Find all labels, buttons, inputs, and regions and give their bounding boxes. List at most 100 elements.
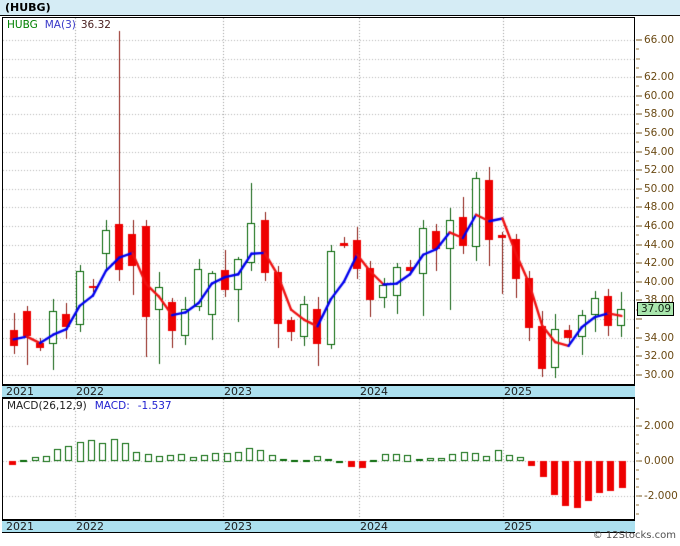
macd-axis-minor-tick <box>636 434 639 436</box>
price-axis-tick <box>636 169 642 171</box>
price-axis-label: 48.00 <box>644 201 675 214</box>
macd-axis-minor-tick <box>636 478 639 480</box>
macd-axis-minor-tick <box>636 408 639 410</box>
price-axis-tick <box>636 113 642 115</box>
macd-axis-tick <box>636 495 642 497</box>
legend-symbol: HUBG <box>7 19 38 31</box>
price-axis-minor-tick <box>636 160 639 162</box>
legend-macd-value: -1.537 <box>137 400 172 412</box>
price-axis-minor-tick <box>636 67 639 69</box>
year-axis-label: 2024 <box>360 520 388 533</box>
price-axis-minor-tick <box>636 197 639 199</box>
price-axis-tick <box>636 374 642 376</box>
price-axis-tick <box>636 188 642 190</box>
legend-macd-value-label: MACD: <box>94 400 130 412</box>
price-chart-legend: HUBG MA(3) 36.32 <box>7 19 111 31</box>
price-axis-minor-tick <box>636 216 639 218</box>
price-axis-tick <box>636 76 642 78</box>
price-axis-minor-tick <box>636 141 639 143</box>
price-axis-minor-tick <box>636 271 639 273</box>
macd-axis-minor-tick <box>636 452 639 454</box>
macd-axis-label: 0.000 <box>644 455 675 468</box>
macd-axis-minor-tick <box>636 425 639 427</box>
price-axis-minor-tick <box>636 234 639 236</box>
price-axis-tick <box>636 225 642 227</box>
price-axis-minor-tick <box>636 85 639 87</box>
year-axis-label: 2021 <box>6 385 34 398</box>
macd-year-axis: 2021 2022 2023 2024 2025 <box>2 520 635 533</box>
price-axis-label: 30.00 <box>644 368 675 381</box>
price-axis-tick <box>636 337 642 338</box>
price-axis-minor-tick <box>636 104 639 106</box>
price-axis-minor-tick <box>636 290 639 292</box>
price-axis-label: 32.00 <box>644 350 675 363</box>
macd-axis-minor-tick <box>636 504 639 506</box>
price-axis-label: 60.00 <box>644 89 675 102</box>
window-title-bar: (HUBG) <box>0 0 680 16</box>
year-axis-label: 2021 <box>6 520 34 533</box>
price-axis-minor-tick <box>636 346 639 348</box>
macd-axis-label: 2.000 <box>644 420 675 433</box>
price-axis-tick <box>636 39 642 41</box>
price-axis-minor-tick <box>636 123 639 125</box>
macd-axis-tick <box>636 425 642 427</box>
price-axis-label: 62.00 <box>644 71 675 84</box>
price-axis-tick <box>636 262 642 264</box>
price-axis-label: 54.00 <box>644 145 675 158</box>
price-axis-label: 42.00 <box>644 257 675 270</box>
price-axis-tick <box>636 244 642 246</box>
year-axis-label: 2024 <box>360 385 388 398</box>
price-chart-panel: HUBG MA(3) 36.32 <box>2 17 635 385</box>
macd-axis-minor-tick <box>636 495 639 497</box>
price-year-axis: 2021 2022 2023 2024 2025 <box>2 385 635 398</box>
price-axis-label: 44.00 <box>644 238 675 251</box>
macd-histogram-canvas <box>3 399 634 519</box>
legend-macd-indicator: MACD(26,12,9) <box>7 400 87 412</box>
macd-axis-label: -2.000 <box>644 490 678 503</box>
price-axis-tick <box>636 318 642 320</box>
legend-ma-value: 36.32 <box>80 19 111 31</box>
page-title: (HUBG) <box>5 1 51 14</box>
year-axis-label: 2022 <box>76 520 104 533</box>
price-axis-minor-tick <box>636 327 639 329</box>
price-axis-label: 46.00 <box>644 219 675 232</box>
macd-axis-minor-tick <box>636 469 639 471</box>
price-axis-minor-tick <box>636 253 639 255</box>
year-axis-label: 2023 <box>224 385 252 398</box>
macd-axis-minor-tick <box>636 513 639 515</box>
macd-axis-minor-tick <box>636 417 639 419</box>
macd-axis-minor-tick <box>636 460 639 462</box>
macd-axis-minor-tick <box>636 486 639 488</box>
macd-chart-panel: MACD(26,12,9) MACD: -1.537 <box>2 398 635 520</box>
macd-axis-minor-tick <box>636 443 639 445</box>
price-axis-tick <box>636 132 642 134</box>
year-axis-label: 2025 <box>504 385 532 398</box>
price-candlestick-canvas <box>3 18 634 384</box>
legend-ma-label: MA(3) <box>44 19 76 31</box>
year-axis-label: 2022 <box>76 385 104 398</box>
right-axis-labels: 66.00 62.00 60.00 58.00 56.00 54.00 52.00 50.00… <box>636 0 680 546</box>
year-axis-label: 2025 <box>504 520 532 533</box>
price-axis-tick <box>636 206 642 208</box>
price-axis-label: 52.00 <box>644 164 675 177</box>
year-axis-label: 2023 <box>224 520 252 533</box>
price-axis-tick <box>636 58 640 60</box>
last-price-badge: 37.09 <box>637 301 675 316</box>
price-axis-minor-tick <box>636 178 639 180</box>
price-axis-minor-tick <box>636 48 639 50</box>
price-axis-tick <box>636 151 642 153</box>
price-axis-label: 66.00 <box>644 33 675 46</box>
macd-chart-legend: MACD(26,12,9) MACD: -1.537 <box>7 400 172 412</box>
price-axis-label: 40.00 <box>644 275 675 288</box>
price-axis-tick <box>636 281 642 283</box>
macd-axis-tick <box>636 460 642 462</box>
price-axis-label: 56.00 <box>644 126 675 139</box>
watermark: © 12Stocks.com <box>592 530 676 541</box>
price-axis-label: 34.00 <box>644 331 675 344</box>
price-axis-tick <box>636 95 642 97</box>
price-axis-label: 58.00 <box>644 108 675 121</box>
price-axis-label: 50.00 <box>644 182 675 195</box>
price-axis-minor-tick <box>636 364 639 366</box>
price-axis-tick <box>636 299 642 301</box>
